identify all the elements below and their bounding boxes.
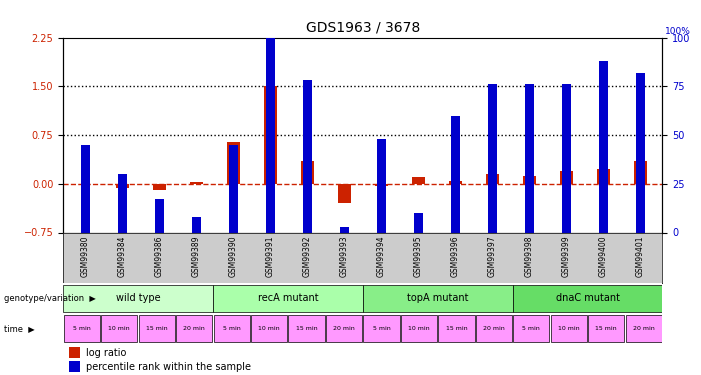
Bar bbox=[486, 174, 498, 184]
Bar bbox=[176, 315, 212, 342]
Bar bbox=[191, 217, 201, 232]
Text: GSM99380: GSM99380 bbox=[81, 235, 90, 276]
Text: 5 min: 5 min bbox=[223, 326, 240, 331]
Bar bbox=[634, 161, 647, 184]
Text: wild type: wild type bbox=[116, 293, 161, 303]
Bar bbox=[139, 315, 175, 342]
Bar bbox=[438, 315, 475, 342]
Bar bbox=[363, 285, 512, 312]
Text: 10 min: 10 min bbox=[109, 326, 130, 331]
Text: GSM99384: GSM99384 bbox=[118, 235, 127, 276]
Text: GSM99401: GSM99401 bbox=[636, 235, 645, 276]
Bar bbox=[69, 347, 80, 358]
Bar bbox=[264, 86, 277, 184]
Bar bbox=[301, 161, 314, 184]
Text: log ratio: log ratio bbox=[86, 348, 126, 358]
Bar bbox=[523, 176, 536, 184]
Bar bbox=[288, 315, 325, 342]
Bar bbox=[363, 315, 400, 342]
Text: time  ▶: time ▶ bbox=[4, 324, 34, 333]
Text: 20 min: 20 min bbox=[333, 326, 355, 331]
Text: GSM99400: GSM99400 bbox=[599, 235, 608, 277]
Bar bbox=[599, 61, 608, 232]
Title: GDS1963 / 3678: GDS1963 / 3678 bbox=[306, 21, 420, 35]
Text: genotype/variation  ▶: genotype/variation ▶ bbox=[4, 294, 95, 303]
Bar bbox=[636, 73, 645, 232]
Bar bbox=[69, 361, 80, 372]
Bar bbox=[512, 285, 662, 312]
Text: 20 min: 20 min bbox=[184, 326, 205, 331]
Bar bbox=[411, 177, 425, 184]
Bar bbox=[562, 84, 571, 232]
Bar bbox=[588, 315, 625, 342]
Text: GSM99386: GSM99386 bbox=[155, 235, 164, 276]
Bar bbox=[451, 116, 460, 232]
Text: 5 min: 5 min bbox=[373, 326, 390, 331]
Bar bbox=[340, 226, 349, 232]
Bar bbox=[153, 184, 165, 190]
Bar bbox=[401, 315, 437, 342]
Bar bbox=[376, 139, 386, 232]
Bar bbox=[229, 145, 238, 232]
Text: topA mutant: topA mutant bbox=[407, 293, 468, 303]
Text: GSM99392: GSM99392 bbox=[303, 235, 312, 276]
Text: 5 min: 5 min bbox=[522, 326, 540, 331]
Bar bbox=[116, 184, 129, 188]
Text: 10 min: 10 min bbox=[258, 326, 280, 331]
Bar bbox=[488, 84, 497, 232]
Text: 20 min: 20 min bbox=[633, 326, 655, 331]
Bar bbox=[213, 285, 363, 312]
Bar bbox=[251, 315, 287, 342]
Bar bbox=[155, 200, 164, 232]
Text: 15 min: 15 min bbox=[595, 326, 617, 331]
Text: 10 min: 10 min bbox=[558, 326, 580, 331]
Bar bbox=[338, 184, 350, 203]
Text: GSM99393: GSM99393 bbox=[340, 235, 349, 277]
Text: dnaC mutant: dnaC mutant bbox=[555, 293, 620, 303]
Text: GSM99399: GSM99399 bbox=[562, 235, 571, 277]
Bar bbox=[551, 315, 587, 342]
Text: GSM99395: GSM99395 bbox=[414, 235, 423, 277]
Bar bbox=[625, 315, 662, 342]
Bar bbox=[227, 141, 240, 184]
Bar bbox=[101, 315, 137, 342]
Bar bbox=[63, 285, 213, 312]
Bar bbox=[375, 184, 388, 186]
Bar bbox=[266, 38, 275, 232]
Text: 10 min: 10 min bbox=[408, 326, 430, 331]
Bar bbox=[190, 183, 203, 184]
Bar bbox=[597, 170, 610, 184]
Bar bbox=[64, 315, 100, 342]
Bar bbox=[476, 315, 512, 342]
Text: GSM99396: GSM99396 bbox=[451, 235, 460, 277]
Text: GSM99398: GSM99398 bbox=[525, 235, 533, 276]
Bar bbox=[214, 315, 250, 342]
Text: GSM99390: GSM99390 bbox=[229, 235, 238, 277]
Bar bbox=[303, 80, 312, 232]
Text: 15 min: 15 min bbox=[146, 326, 168, 331]
Bar bbox=[513, 315, 550, 342]
Bar bbox=[414, 213, 423, 232]
Text: GSM99397: GSM99397 bbox=[488, 235, 497, 277]
Text: recA mutant: recA mutant bbox=[257, 293, 318, 303]
Text: 5 min: 5 min bbox=[73, 326, 90, 331]
Bar bbox=[449, 180, 462, 184]
Text: GSM99391: GSM99391 bbox=[266, 235, 275, 276]
Bar bbox=[81, 145, 90, 232]
Text: percentile rank within the sample: percentile rank within the sample bbox=[86, 362, 251, 372]
Text: 20 min: 20 min bbox=[483, 326, 505, 331]
Bar bbox=[560, 171, 573, 184]
Bar bbox=[118, 174, 127, 232]
Text: 100%: 100% bbox=[665, 27, 691, 36]
Bar bbox=[524, 84, 534, 232]
Text: 15 min: 15 min bbox=[296, 326, 318, 331]
Bar bbox=[326, 315, 362, 342]
Text: 15 min: 15 min bbox=[446, 326, 468, 331]
Text: GSM99394: GSM99394 bbox=[376, 235, 386, 277]
Text: GSM99389: GSM99389 bbox=[192, 235, 200, 276]
